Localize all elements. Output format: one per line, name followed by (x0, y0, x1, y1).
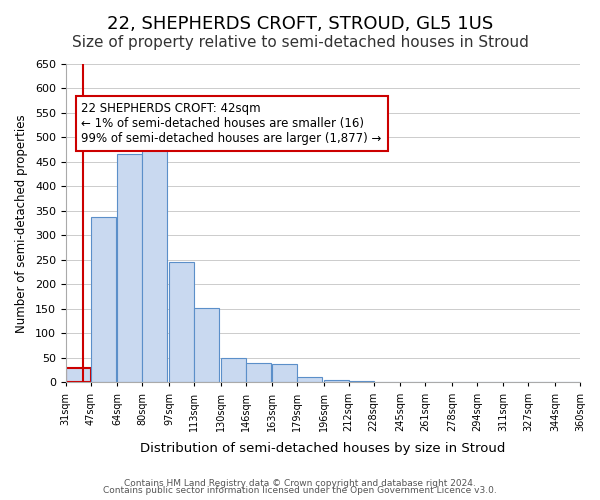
Bar (194, 308, 219, 382)
Text: Contains public sector information licensed under the Open Government Licence v3: Contains public sector information licen… (103, 486, 497, 495)
Bar (66, 368, 91, 382)
Text: Contains HM Land Registry data © Crown copyright and database right 2024.: Contains HM Land Registry data © Crown c… (124, 478, 476, 488)
Bar (142, 121, 167, 382)
Text: 22 SHEPHERDS CROFT: 42sqm
← 1% of semi-detached houses are smaller (16)
99% of s: 22 SHEPHERDS CROFT: 42sqm ← 1% of semi-d… (82, 102, 382, 145)
Bar (349, 381, 374, 382)
Bar (245, 364, 271, 382)
Y-axis label: Number of semi-detached properties: Number of semi-detached properties (15, 114, 28, 332)
Text: 22, SHEPHERDS CROFT, STROUD, GL5 1US: 22, SHEPHERDS CROFT, STROUD, GL5 1US (107, 15, 493, 33)
Bar (118, 154, 142, 382)
X-axis label: Distribution of semi-detached houses by size in Stroud: Distribution of semi-detached houses by … (140, 442, 506, 455)
Bar (91, 217, 116, 382)
Bar (272, 364, 297, 382)
Bar (297, 376, 322, 382)
Text: Size of property relative to semi-detached houses in Stroud: Size of property relative to semi-detach… (71, 35, 529, 50)
Bar (221, 358, 245, 382)
Bar (323, 380, 349, 382)
Bar (169, 262, 194, 382)
